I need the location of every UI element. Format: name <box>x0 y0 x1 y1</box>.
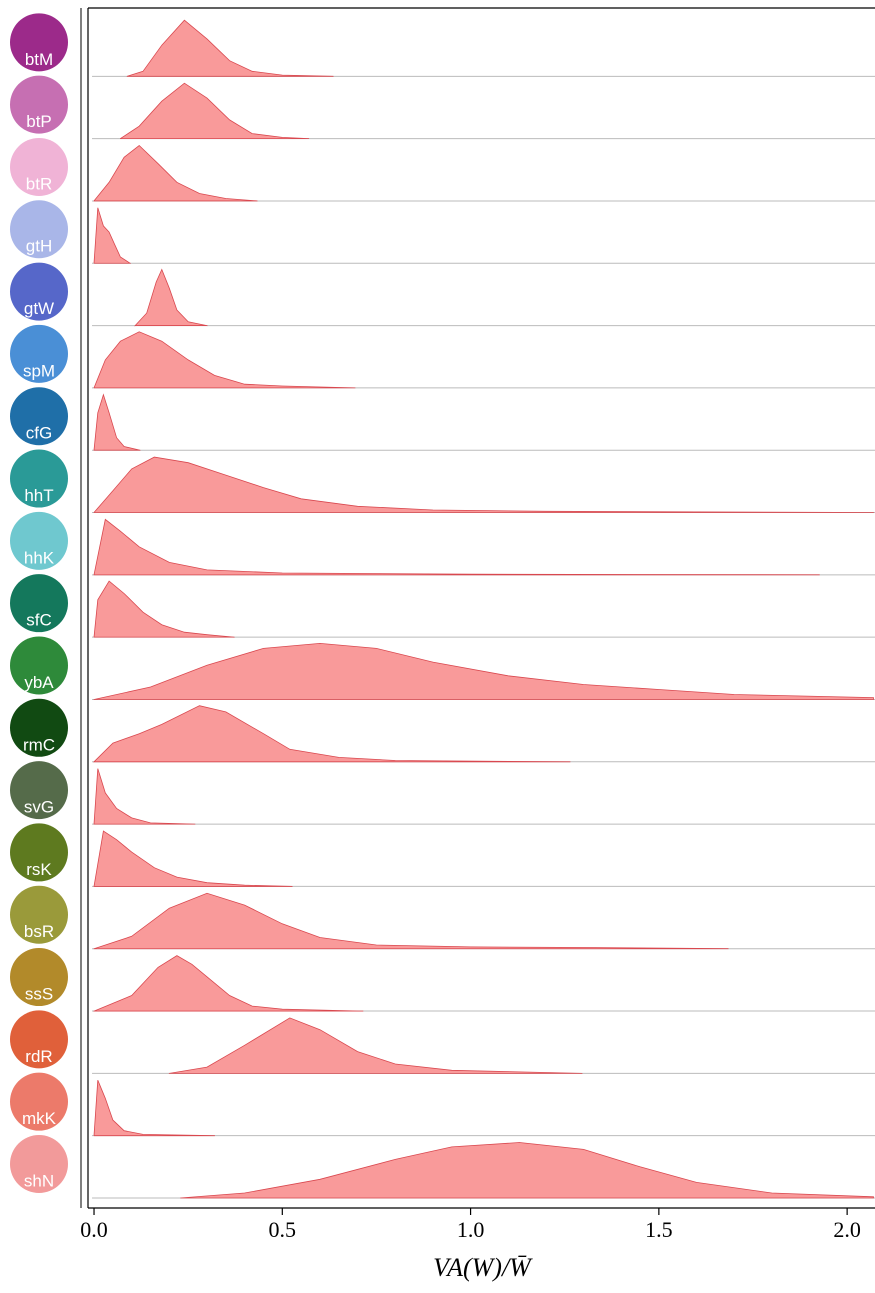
density-area <box>94 643 874 699</box>
x-axis-label: VA(W)/W̄ <box>433 1253 533 1282</box>
species-label: btP <box>26 112 52 131</box>
density-area <box>94 519 819 574</box>
species-label: ssS <box>25 985 53 1004</box>
density-area <box>135 270 207 326</box>
density-area <box>94 208 130 263</box>
density-area <box>94 395 140 451</box>
density-area <box>94 332 355 388</box>
species-label: rmC <box>23 735 55 754</box>
density-area <box>94 1080 215 1136</box>
species-label: svG <box>24 798 54 817</box>
chart: VA(W)/W̄ btM btP btR gtH gtW spM cfG hhT hhK sfC y… <box>0 0 875 1293</box>
species-label: hhK <box>24 548 55 567</box>
species-label: spM <box>23 361 55 380</box>
x-tick-label: 0.0 <box>80 1217 108 1242</box>
density-area <box>94 769 195 825</box>
species-label: gtW <box>24 299 54 318</box>
density-area <box>94 893 728 948</box>
species-label: shN <box>24 1171 54 1190</box>
x-tick-label: 1.5 <box>645 1217 673 1242</box>
species-label: btR <box>26 174 52 193</box>
species-label: mkK <box>22 1109 57 1128</box>
density-area <box>180 1143 873 1199</box>
species-label: cfG <box>26 424 52 443</box>
species-label: ybA <box>24 673 54 692</box>
density-area <box>94 146 257 201</box>
species-label: rdR <box>25 1047 52 1066</box>
species-label: bsR <box>24 922 54 941</box>
density-area <box>127 20 333 76</box>
density-area <box>94 581 234 637</box>
species-label: gtH <box>26 237 52 256</box>
page: {"chart_data": {"type": "ridgeline", "x_… <box>0 0 875 1293</box>
species-label: hhT <box>24 486 53 505</box>
x-tick-label: 0.5 <box>269 1217 297 1242</box>
density-area <box>94 956 363 1012</box>
x-tick-label: 2.0 <box>833 1217 861 1242</box>
density-area <box>120 83 308 138</box>
species-label: btM <box>25 50 53 69</box>
density-area <box>94 831 292 886</box>
density-area <box>94 706 570 762</box>
x-tick-label: 1.0 <box>457 1217 485 1242</box>
species-label: sfC <box>26 611 52 630</box>
density-area <box>169 1018 582 1074</box>
species-label: rsK <box>26 860 52 879</box>
density-area <box>94 457 874 512</box>
